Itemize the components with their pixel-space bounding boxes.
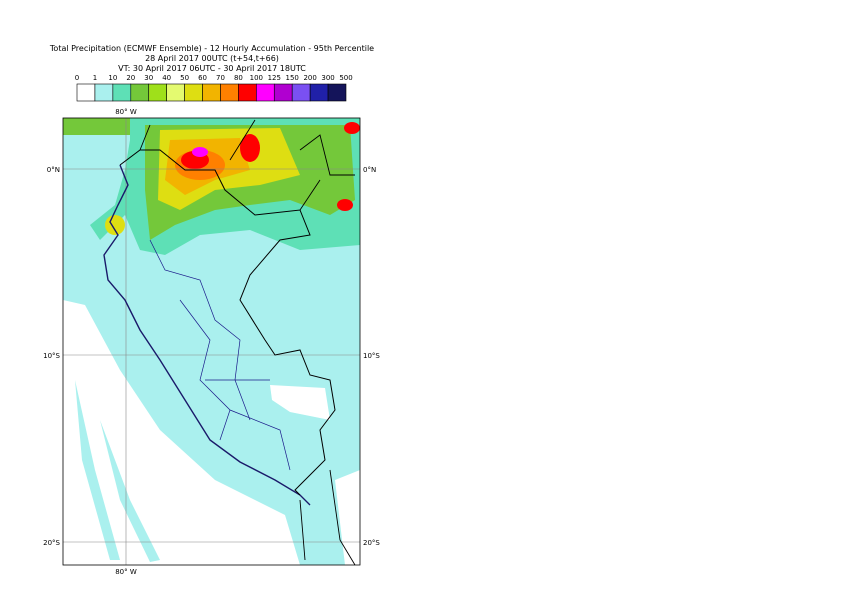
colorbar-label: 500: [339, 74, 352, 82]
lat-label: 20°S: [363, 539, 380, 547]
colorbar-label: 60: [198, 74, 207, 82]
lat-label: 20°S: [43, 539, 60, 547]
colorbar: 0 1 10 20 30 40 50 60 70 80 100 125 150 200 300 500: [75, 74, 353, 102]
colorbar-box: [238, 83, 257, 102]
map-field: [63, 118, 360, 565]
colorbar-label: 10: [108, 74, 117, 82]
lat-label: 0°N: [363, 166, 376, 174]
colorbar-box: [256, 83, 275, 102]
title-line: VT: 30 April 2017 06UTC - 30 April 2017 …: [118, 64, 306, 73]
colorbar-label: 70: [216, 74, 225, 82]
colorbar-label: 300: [321, 74, 334, 82]
boundaries: [103, 119, 356, 566]
map-frame: [62, 117, 361, 566]
colorbar-box: [202, 83, 221, 102]
colorbar-label: 40: [162, 74, 171, 82]
title-line: 28 April 2017 00UTC (t+54,t+66): [145, 54, 279, 63]
colorbar-label: 30: [144, 74, 153, 82]
lat-label: 10°S: [43, 352, 60, 360]
colorbar-box: [291, 83, 311, 102]
colorbar-label: 125: [268, 74, 281, 82]
colorbar-label: 20: [126, 74, 135, 82]
colorbar-label: 150: [286, 74, 299, 82]
colorbar-label: 80: [234, 74, 243, 82]
lat-label: 0°N: [47, 166, 60, 174]
colorbar-box: [273, 83, 293, 102]
colorbar-box: [166, 83, 185, 102]
colorbar-label: 50: [180, 74, 189, 82]
title-line: Total Precipitation (ECMWF Ensemble) - 1…: [49, 44, 374, 53]
colorbar-box: [148, 83, 167, 102]
colorbar-box: [76, 83, 96, 102]
colorbar-label: 0: [75, 74, 79, 82]
lat-label: 10°S: [363, 352, 380, 360]
lon-label: 80° W: [115, 108, 137, 116]
lon-label: 80° W: [115, 568, 137, 576]
colorbar-box: [112, 83, 132, 102]
colorbar-label: 1: [93, 74, 97, 82]
colorbar-box: [130, 83, 150, 102]
colorbar-label: 200: [303, 74, 316, 82]
colorbar-box: [220, 83, 239, 102]
graticule: [63, 118, 360, 565]
colorbar-box: [94, 83, 114, 102]
colorbar-box: [184, 83, 203, 102]
colorbar-box: [327, 83, 347, 102]
colorbar-box: [309, 83, 329, 102]
colorbar-label: 100: [250, 74, 263, 82]
